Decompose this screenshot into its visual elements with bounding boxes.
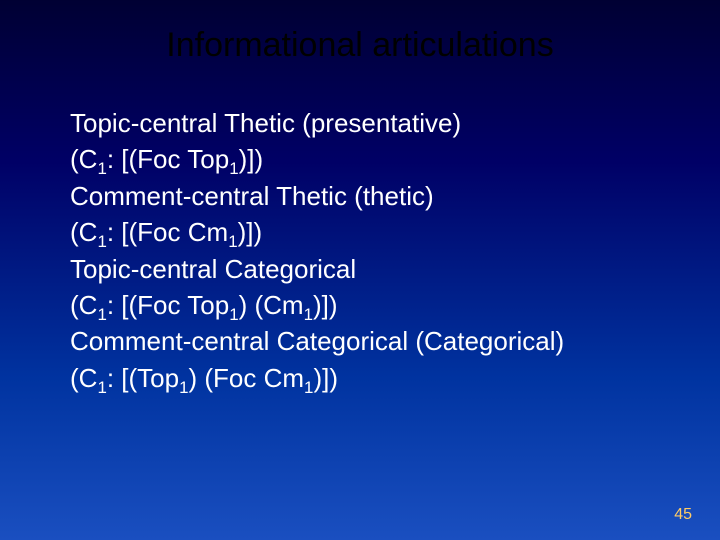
slide-body: Topic-central Thetic (presentative) (C1:… [0,75,720,396]
subscript: 1 [229,160,238,179]
body-line-5: Topic-central Categorical [70,251,660,287]
text: )]) [313,290,338,320]
subscript: 1 [228,232,237,251]
slide: Informational articulations Topic-centra… [0,0,720,540]
text: (C [70,290,97,320]
subscript: 1 [179,378,188,397]
text: (C [70,144,97,174]
text: )]) [313,363,338,393]
text: ) (Cm [239,290,304,320]
body-line-3: Comment-central Thetic (thetic) [70,178,660,214]
body-line-7: Comment-central Categorical (Categorical… [70,323,660,359]
subscript: 1 [229,305,238,324]
subscript: 1 [97,160,106,179]
body-line-1: Topic-central Thetic (presentative) [70,105,660,141]
text: : [(Foc Cm [107,217,228,247]
subscript: 1 [97,232,106,251]
text: )]) [239,144,264,174]
body-line-6: (C1: [(Foc Top1) (Cm1)]) [70,287,660,323]
body-line-2: (C1: [(Foc Top1)]) [70,141,660,177]
text: (C [70,363,97,393]
subscript: 1 [97,305,106,324]
text: (C [70,217,97,247]
subscript: 1 [97,378,106,397]
page-number: 45 [674,506,692,524]
text: ) (Foc Cm [189,363,305,393]
text: : [(Foc Top [107,144,229,174]
text: : [(Foc Top [107,290,229,320]
slide-title: Informational articulations [0,0,720,75]
text: )]) [238,217,263,247]
body-line-4: (C1: [(Foc Cm1)]) [70,214,660,250]
text: : [(Top [107,363,179,393]
subscript: 1 [304,305,313,324]
body-line-8: (C1: [(Top1) (Foc Cm1)]) [70,360,660,396]
